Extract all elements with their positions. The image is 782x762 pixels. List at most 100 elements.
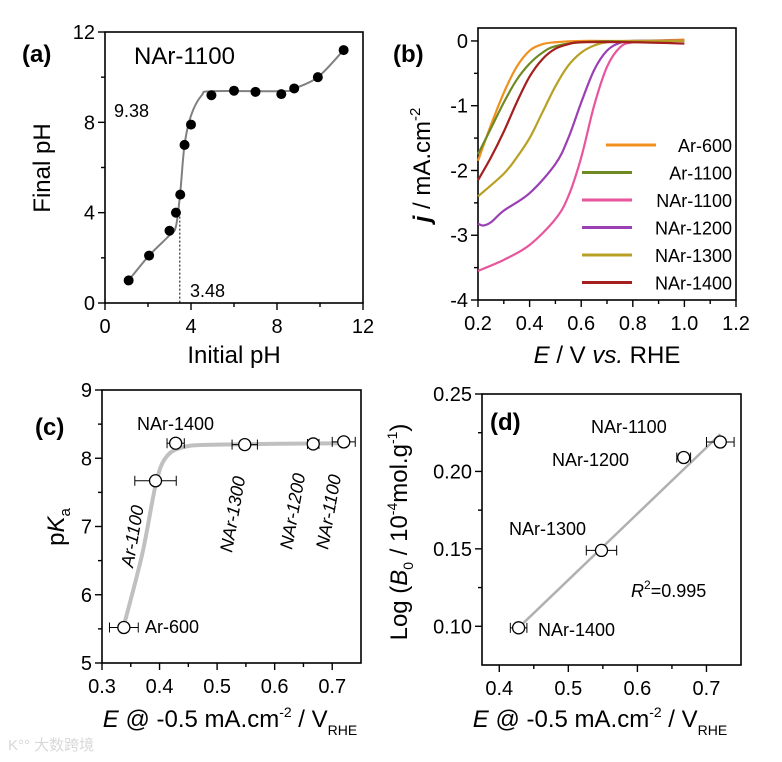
y-tick-label: -2 bbox=[450, 160, 468, 182]
legend-item: Ar-600 bbox=[606, 136, 732, 156]
label-part: -2 bbox=[649, 704, 662, 720]
data-point-marker bbox=[677, 450, 691, 465]
y-tick-label: 5 bbox=[81, 653, 92, 675]
y-tick-label: 4 bbox=[84, 203, 95, 225]
annotation-pka: 3.48 bbox=[190, 281, 225, 301]
y-tick-label: 9 bbox=[81, 380, 92, 402]
data-point-nar-1400 bbox=[509, 621, 528, 635]
point-label: NAr-1400 bbox=[137, 414, 214, 434]
point-label: NAr-1300 bbox=[509, 519, 586, 539]
r-squared-label: R2=0.995 bbox=[631, 578, 706, 601]
y-tick-label: 0 bbox=[84, 293, 95, 315]
data-point bbox=[276, 89, 287, 100]
series-line-nar-1100 bbox=[477, 39, 685, 272]
label-part: / V bbox=[662, 706, 698, 733]
data-point bbox=[289, 83, 300, 94]
watermark-logo: K°° 大数跨境 bbox=[8, 736, 94, 754]
label-part: @ -0.5 mA.cm bbox=[119, 706, 279, 733]
data-point bbox=[175, 189, 186, 200]
x-tick-label: 0.2 bbox=[464, 313, 492, 335]
panel-label: (c) bbox=[35, 414, 64, 441]
x-tick-label: 0.7 bbox=[693, 678, 721, 700]
label-part: RHE bbox=[698, 722, 728, 738]
legend-label: Ar-600 bbox=[678, 136, 732, 156]
label-part: / V bbox=[292, 706, 328, 733]
data-point bbox=[250, 86, 261, 97]
label-part: -4 bbox=[384, 503, 400, 516]
legend-label: Ar-1100 bbox=[669, 164, 732, 184]
data-point bbox=[123, 275, 134, 286]
data-point-marker bbox=[306, 437, 320, 451]
data-point-nar-1300 bbox=[585, 543, 618, 558]
data-point-nar-1100 bbox=[331, 435, 356, 449]
x-tick-label: 0.5 bbox=[554, 678, 582, 700]
y-tick-label: 0.10 bbox=[433, 616, 472, 638]
legend-item: NAr-1400 bbox=[582, 274, 732, 294]
y-tick-label: 6 bbox=[81, 585, 92, 607]
data-point bbox=[312, 72, 323, 83]
y-tick-label: 8 bbox=[84, 112, 95, 134]
fit-line bbox=[519, 433, 722, 628]
y-axis-label: pKa bbox=[43, 507, 74, 545]
x-tick-label: 0.3 bbox=[88, 676, 116, 698]
data-point-marker bbox=[148, 474, 163, 488]
label-part: -2 bbox=[279, 704, 292, 720]
panel-label: (d) bbox=[490, 409, 521, 436]
label-part: R bbox=[631, 581, 644, 601]
legend-label: NAr-1200 bbox=[655, 219, 732, 239]
label-part: ) bbox=[386, 424, 413, 432]
data-point-marker bbox=[713, 435, 727, 449]
x-tick-label: 8 bbox=[271, 316, 282, 338]
y-tick-label: -4 bbox=[450, 290, 468, 312]
y-axis-label: j / mA.cm-2 bbox=[407, 108, 436, 226]
panel-label: (b) bbox=[393, 41, 424, 68]
data-point bbox=[206, 90, 217, 101]
data-point bbox=[186, 119, 196, 130]
data-point bbox=[144, 250, 155, 261]
legend-item: Ar-1100 bbox=[582, 164, 732, 184]
y-tick-label: 7 bbox=[81, 517, 92, 539]
point-label: NAr-1400 bbox=[538, 620, 615, 640]
label-part: =0.995 bbox=[651, 581, 707, 601]
panel-d: 0.4 0.5 0.6 0.7 0.10 0.15 0.20 0.25 (d) E @ -0.5 … bbox=[384, 384, 742, 738]
data-point-nar-1300 bbox=[231, 437, 258, 452]
label-part: / mA.cm bbox=[409, 121, 436, 216]
legend-label: NAr-1100 bbox=[656, 191, 732, 211]
panel-c: 0.3 0.4 0.5 0.6 0.7 5 6 7 8 9 (c) E @ -0.5 mA.cm-2 … bbox=[35, 380, 362, 738]
label-part: 0 bbox=[400, 562, 416, 570]
legend-item: NAr-1200 bbox=[582, 219, 732, 239]
label-part: RHE bbox=[328, 722, 358, 738]
y-tick-label: 12 bbox=[73, 22, 95, 44]
panel-a: 0 4 8 12 0 4 8 12 (a) NAr-1100 Initial pH Final pH 9… bbox=[22, 22, 374, 369]
label-part: @ -0.5 mA.cm bbox=[489, 706, 649, 733]
data-point bbox=[179, 139, 190, 150]
legend-label: NAr-1300 bbox=[655, 246, 732, 266]
x-tick-label: 0.4 bbox=[485, 678, 513, 700]
point-label: NAr-1100 bbox=[591, 417, 667, 437]
fit-curve bbox=[127, 49, 345, 282]
label-part: -2 bbox=[407, 108, 424, 121]
x-tick-label: 0.7 bbox=[318, 676, 346, 698]
x-tick-label: 0.4 bbox=[146, 676, 174, 698]
label-part: j bbox=[409, 214, 436, 225]
x-tick-label: 0.6 bbox=[623, 678, 651, 700]
point-label: NAr-1300 bbox=[216, 475, 249, 554]
y-tick-label: 0 bbox=[457, 31, 468, 53]
series-line-nar-1200 bbox=[477, 39, 685, 227]
series-line-ar-1100 bbox=[477, 39, 685, 155]
data-point-marker bbox=[594, 543, 609, 558]
data-point-ar-1100 bbox=[134, 474, 177, 488]
label-part: E bbox=[103, 706, 120, 733]
point-label: NAr-1100 bbox=[312, 473, 345, 551]
plot-frame bbox=[481, 393, 742, 666]
label-part: K bbox=[43, 516, 70, 533]
label-part: vs. bbox=[592, 342, 623, 369]
x-axis-label: Initial pH bbox=[187, 342, 280, 369]
y-tick-label: 0.25 bbox=[433, 384, 472, 406]
point-label: NAr-1200 bbox=[552, 450, 629, 470]
x-axis-label: E / V vs. RHE bbox=[534, 342, 681, 369]
point-label: Ar-1100 bbox=[117, 504, 148, 570]
data-point-nar-1400 bbox=[166, 436, 185, 450]
x-tick-label: 1.2 bbox=[722, 313, 750, 335]
